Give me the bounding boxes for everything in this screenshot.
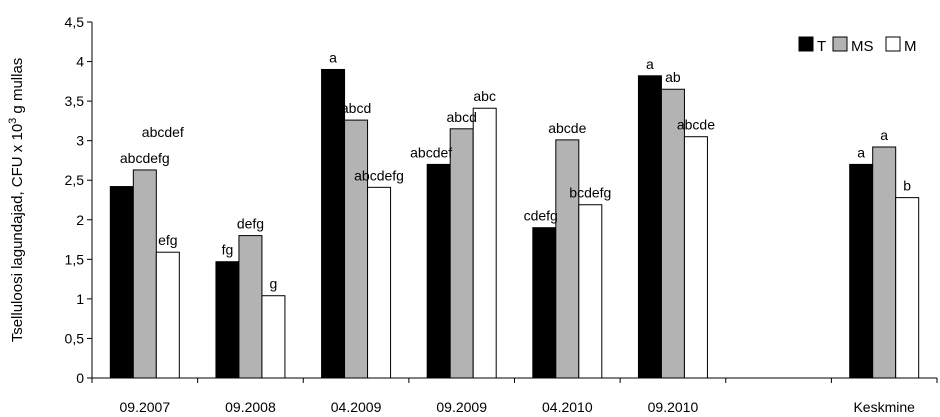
bar-data-label: b [903,178,911,194]
x-tick-label: Keskmine [853,399,915,415]
legend-label-ms: MS [851,38,874,55]
bar-ms-04.2009 [344,119,369,379]
bar-data-label: a [880,127,888,143]
bar-m-09.2010 [683,136,708,379]
x-tick-label: 09.2008 [225,399,276,415]
y-axis-label: Tselluloosi lagundajad, CFU x 103 g mull… [7,58,26,343]
bar-m-09.2007 [155,251,180,379]
bar-data-label: abcd [447,109,477,125]
x-ticks: 09.2007 09.2008 04.2009 09.2009 04.2010 09.20… [91,378,938,415]
bar-labels: abcdefgefgfgdefggaabcdabcdefgabcdefabcda… [120,49,911,291]
bar-data-label: g [270,276,278,292]
bar-t-09.2008 [215,261,240,379]
y-axis-label-superscript: 3 [7,118,19,124]
y-tick-label: 0,5 [65,330,85,346]
bar-m-Keskmine [895,197,920,379]
svg-text:Tselluloosi lagundajad, CFU x: Tselluloosi lagundajad, CFU x 103 g mull… [7,58,26,343]
bar-data-label: cdefg [524,208,558,224]
bar-t-09.2009 [426,163,451,379]
bar-data-label: efg [158,232,177,248]
bar-data-label: bcdefg [569,185,611,201]
y-tick-label: 0 [76,370,84,386]
bar-ms-09.2008 [238,235,263,379]
bar-data-label: ab [665,69,681,85]
bar-ms-09.2009 [449,128,474,379]
bar-ms-Keskmine [872,146,897,379]
bar-data-label: abcde [677,117,715,133]
y-tick-label: 2 [76,212,84,228]
y-tick-label: 3,5 [65,93,85,109]
annotation-label: abcdef [142,124,184,140]
bar-data-label: abcd [341,100,371,116]
legend-swatch-m [885,36,901,52]
x-tick-label: 04.2009 [331,399,382,415]
bar-data-label: abcde [548,120,586,136]
bar-t-09.2010 [637,75,662,379]
bar-ms-04.2010 [555,139,580,379]
y-tick-label: 1,5 [65,251,85,267]
y-ticks: 0 0,5 1 1,5 2 2,5 3 3,5 4 4,5 [65,14,92,386]
y-tick-label: 4 [76,54,84,70]
y-axis-label-main: Tselluloosi lagundajad, CFU x 10 [9,124,26,342]
bar-data-label: fg [222,242,234,258]
bar-data-label: abcdef [410,144,452,160]
legend-label-m: M [904,38,917,55]
legend-swatch-ms [832,36,848,52]
bar-data-label: abc [473,88,496,104]
y-tick-label: 2,5 [65,172,85,188]
bar-ms-09.2007 [132,169,157,379]
bar-m-04.2010 [578,204,603,379]
bar-m-04.2009 [367,186,392,379]
y-axis-label-suffix: g mullas [9,58,26,118]
bar-t-09.2007 [109,186,134,379]
y-tick-label: 4,5 [65,14,85,30]
x-tick-label: 09.2010 [648,399,699,415]
bar-data-label: a [857,144,865,160]
legend-label-t: T [817,38,826,55]
legend-swatch-t [798,36,814,52]
bar-data-label: abcdefg [354,167,404,183]
x-tick-label: 09.2007 [120,399,171,415]
bar-t-Keskmine [849,163,874,379]
legend: T MS M [798,36,917,55]
bar-t-04.2010 [532,227,557,379]
y-tick-label: 3 [76,133,84,149]
x-tick-label: 09.2009 [436,399,487,415]
bars [109,68,920,379]
y-tick-label: 1 [76,291,84,307]
bar-data-label: abcdefg [120,150,170,166]
bar-data-label: a [329,49,337,65]
bar-m-09.2009 [472,107,497,379]
bar-data-label: defg [237,216,264,232]
bar-data-label: a [646,56,654,72]
bar-m-09.2008 [261,295,286,379]
x-tick-label: 04.2010 [542,399,593,415]
